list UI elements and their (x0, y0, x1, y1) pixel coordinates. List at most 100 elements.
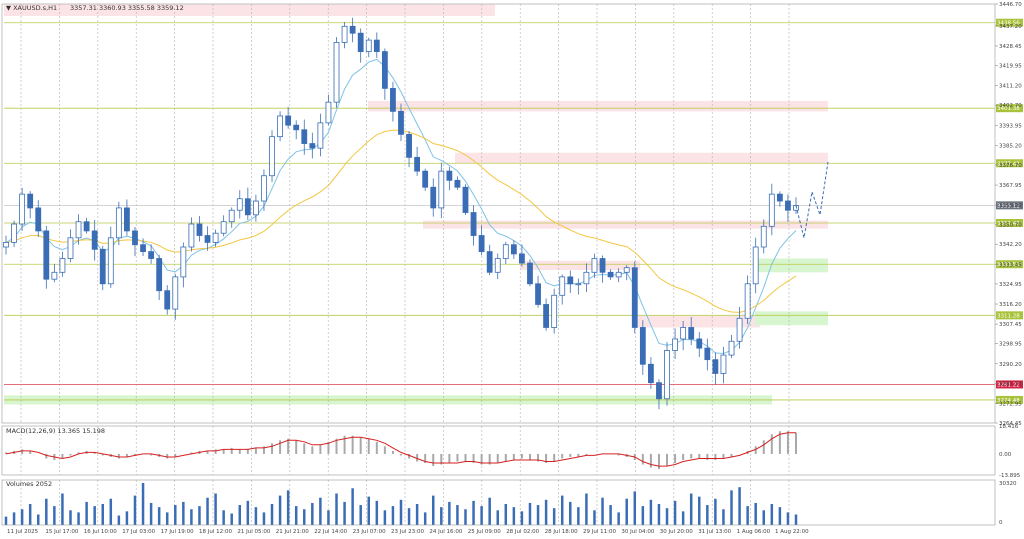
price-tick-label: 3316.20 (999, 302, 1022, 308)
candle-body (83, 221, 90, 232)
price-level-tag (996, 311, 1023, 320)
panel-frame-2 (1, 479, 996, 526)
price-zone (520, 260, 640, 270)
candle-body (406, 133, 412, 158)
x-tick-label: 11 Jul 2025 (7, 529, 39, 535)
candle-body (575, 283, 582, 286)
price-tick-label: 3324.95 (999, 282, 1022, 288)
candle-body (583, 271, 590, 285)
panel-frame-0 (1, 3, 996, 424)
candle-body (696, 338, 703, 349)
candle-body (212, 232, 219, 243)
candle-body (704, 347, 711, 361)
price-tick-label: 3342.20 (999, 242, 1022, 248)
candle-body (519, 253, 525, 264)
candle-body (486, 251, 493, 273)
candle-body (776, 193, 783, 202)
candle-body (220, 221, 227, 234)
candle-body (688, 327, 695, 340)
candle-body (462, 186, 469, 213)
ohlc-readout: 3357.31 3360.93 3355.58 3359.12 (70, 4, 184, 12)
price-level-label: 3377.43 (997, 161, 1020, 167)
candle-body (591, 258, 598, 273)
x-tick-label: 17 Jul 19:00 (161, 529, 194, 535)
candle-body (148, 251, 155, 259)
candle-body (99, 248, 106, 285)
candle-body (35, 207, 42, 232)
candle-body (293, 124, 300, 131)
x-tick-label: 23 Jul 07:00 (353, 529, 386, 535)
x-tick-label: 30 Jul 04:00 (621, 529, 654, 535)
candle-body (430, 186, 437, 209)
price-tick-label: 3333.45 (999, 262, 1022, 268)
price-zone (755, 258, 828, 273)
candle-body (196, 223, 203, 236)
candle-body (736, 317, 743, 342)
candle-body (365, 39, 372, 52)
x-tick-label: 24 Jul 16:00 (429, 529, 462, 535)
macd-label: MACD(12,26,9) 13.365 15.198 (6, 427, 105, 435)
price-tick-label: 3385.20 (999, 143, 1022, 149)
x-tick-label: 15 Jul 17:00 (45, 529, 78, 535)
symbol-title: ▼ XAUUSD.s,H1 (6, 4, 57, 12)
candle-body (510, 244, 517, 255)
candle-body (132, 230, 138, 246)
candle-body (325, 101, 332, 124)
candle-body (277, 115, 283, 138)
price-tick-label: 3411.20 (999, 84, 1022, 90)
candle-body (140, 244, 146, 253)
x-tick-label: 17 Jul 03:00 (122, 529, 155, 535)
volume-tick-label: 0 (999, 520, 1003, 526)
candle-body (567, 276, 574, 285)
candle-body (341, 25, 348, 43)
current-price-tag (996, 201, 1023, 210)
price-level-tag (996, 395, 1023, 404)
macd-signal-line (5, 432, 796, 467)
candle-body (43, 230, 50, 280)
candle-body (607, 271, 614, 278)
price-tick-label: 3264.45 (999, 421, 1022, 427)
candle-body (59, 258, 66, 273)
candle-body (51, 271, 58, 280)
price-tick-label: 3298.95 (999, 342, 1022, 348)
price-zone (455, 152, 828, 164)
price-level-tag (996, 18, 1023, 27)
candle-body (252, 200, 259, 216)
price-tick-label: 3272.95 (999, 401, 1022, 407)
candle-body (244, 198, 251, 216)
candle-body (172, 276, 179, 310)
price-level-label: 3311.28 (997, 313, 1020, 319)
candle-body (527, 262, 533, 285)
candle-body (535, 283, 541, 305)
candle-body (680, 327, 687, 340)
candle-body (559, 276, 566, 296)
candle-body (712, 359, 719, 374)
candle-body (438, 170, 445, 209)
macd-tick-label: 0.00 (999, 452, 1012, 458)
candle-body (357, 32, 364, 52)
candle-body (349, 25, 356, 34)
price-tick-label: 3446.70 (999, 2, 1022, 8)
candle-body (785, 200, 791, 211)
candle-body (656, 382, 662, 400)
volume-label: Volumes 2052 (6, 480, 52, 488)
x-tick-label: 29 Jul 11:00 (583, 529, 616, 535)
candle-body (422, 170, 429, 188)
candle-body (11, 223, 17, 243)
volume-tick-label: 30320 (999, 481, 1017, 487)
x-tick-label: 18 Jul 12:00 (199, 529, 232, 535)
x-tick-label: 31 Jul 13:00 (698, 529, 731, 535)
candle-body (91, 230, 98, 250)
candle-body (768, 193, 775, 227)
candle-body (551, 294, 558, 328)
price-tick-label: 3376.70 (999, 163, 1022, 169)
candle-body (478, 235, 485, 253)
candle-body (107, 237, 114, 285)
current-price-label: 3359.12 (997, 203, 1020, 209)
candle-body (156, 258, 163, 292)
price-level-tag (996, 159, 1023, 168)
candle-body (27, 193, 34, 209)
